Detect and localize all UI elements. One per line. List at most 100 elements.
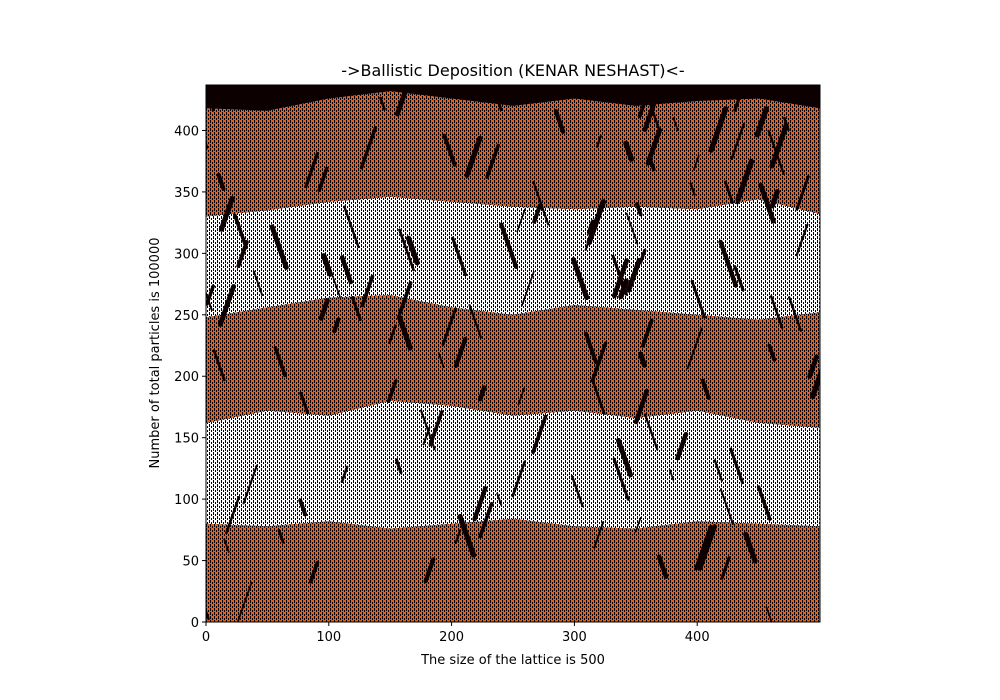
channel-mark xyxy=(735,184,745,205)
channel-mark xyxy=(478,501,494,539)
channel-mark xyxy=(496,492,503,507)
channel-mark xyxy=(795,175,810,211)
channel-mark xyxy=(442,133,457,167)
y-tick-label: 100 xyxy=(174,493,199,508)
channel-mark xyxy=(795,223,809,257)
y-tick-label: 150 xyxy=(174,432,199,447)
x-tick-label: 400 xyxy=(685,630,710,645)
channel-mark xyxy=(570,475,584,508)
channel-mark xyxy=(218,196,235,232)
channel-mark xyxy=(787,296,803,332)
x-tick-label: 0 xyxy=(202,630,210,645)
channel-mark xyxy=(379,96,386,111)
channel-mark xyxy=(495,95,503,112)
channel-mark xyxy=(623,140,635,162)
channel-mark xyxy=(810,367,820,399)
channel-mark xyxy=(689,182,696,196)
channel-mark xyxy=(299,391,310,415)
channel-mark xyxy=(423,557,436,584)
channel-mark xyxy=(388,324,397,345)
channel-mark xyxy=(807,354,819,379)
channel-mark xyxy=(212,349,226,382)
channel-mark xyxy=(428,410,444,447)
y-tick-label: 50 xyxy=(182,555,199,570)
y-tick-label: 300 xyxy=(174,247,199,262)
channel-mark xyxy=(642,98,658,132)
channel-mark xyxy=(635,202,643,217)
channel-mark xyxy=(694,524,713,571)
channel-mark xyxy=(783,116,790,132)
channel-mark xyxy=(237,581,253,622)
channel-mark xyxy=(690,279,706,319)
channel-mark xyxy=(394,458,403,475)
channel-mark xyxy=(754,106,769,138)
channel-mark xyxy=(422,426,431,446)
x-tick-label: 200 xyxy=(439,630,464,645)
deposition-bands xyxy=(206,91,820,622)
y-tick-label: 350 xyxy=(174,186,199,201)
channel-mark xyxy=(713,459,724,482)
band-orange-3 xyxy=(206,295,820,428)
channel-mark xyxy=(223,538,230,553)
channel-mark xyxy=(398,228,415,272)
channel-mark xyxy=(637,85,653,119)
channel-mark xyxy=(477,385,487,402)
chart-title: ->Ballistic Deposition (KENAR NESHAST)<- xyxy=(341,61,684,80)
channel-mark xyxy=(206,607,210,621)
channel-mark xyxy=(321,253,333,277)
channel-mark xyxy=(453,336,468,369)
channel-mark xyxy=(708,106,729,153)
channel-mark xyxy=(277,529,285,544)
channel-mark xyxy=(675,431,689,461)
channel-mark xyxy=(656,554,669,579)
channel-mark xyxy=(612,457,630,501)
channel-mark xyxy=(686,327,703,370)
channel-mark xyxy=(398,281,413,315)
channel-mark xyxy=(638,351,648,368)
channel-mark xyxy=(553,109,566,134)
channel-mark xyxy=(298,498,308,517)
y-tick-label: 0 xyxy=(191,616,199,631)
channel-mark xyxy=(328,267,341,298)
channel-mark xyxy=(733,265,745,292)
channel-mark xyxy=(595,134,602,148)
channel-mark xyxy=(718,239,739,288)
channel-mark xyxy=(468,303,483,339)
channel-mark xyxy=(743,531,758,564)
channel-mark xyxy=(625,212,639,245)
channel-mark xyxy=(340,465,349,484)
channel-mark xyxy=(767,343,777,362)
channel-mark xyxy=(485,143,500,179)
channel-mark xyxy=(672,117,679,132)
channel-mark xyxy=(765,606,773,622)
channel-mark xyxy=(590,341,608,383)
channel-mark xyxy=(318,298,330,321)
channel-mark xyxy=(633,388,650,425)
channel-mark xyxy=(242,464,258,505)
channel-mark xyxy=(697,524,717,571)
channel-mark xyxy=(396,314,413,351)
channel-mark xyxy=(700,378,711,400)
channel-mark xyxy=(350,296,362,322)
channel-mark xyxy=(769,122,789,169)
plot-frame xyxy=(205,84,821,623)
channel-mark xyxy=(437,352,445,369)
channel-mark xyxy=(405,235,420,266)
channel-mark xyxy=(332,317,341,334)
channel-mark xyxy=(339,255,354,285)
channel-mark xyxy=(217,284,237,327)
y-tick-label: 200 xyxy=(174,370,199,385)
channel-mark xyxy=(531,414,548,455)
channel-mark xyxy=(591,380,606,415)
channel-mark xyxy=(626,257,642,293)
y-axis-ticks: 0 50 100 150 200 250 300 350 400 xyxy=(174,124,206,631)
channel-mark xyxy=(521,270,535,307)
y-tick-label: 400 xyxy=(174,124,199,139)
channel-mark xyxy=(634,517,642,533)
channel-mark xyxy=(767,129,785,175)
channel-mark xyxy=(730,122,746,161)
channel-mark xyxy=(252,270,264,296)
channel-mark xyxy=(719,488,734,525)
channel-mark xyxy=(499,222,519,269)
channel-mark xyxy=(343,205,360,249)
